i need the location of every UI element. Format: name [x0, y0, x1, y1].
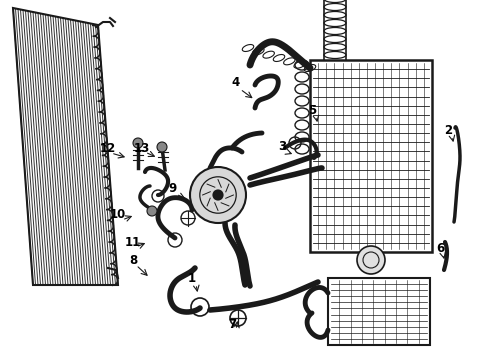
Circle shape [157, 142, 167, 152]
Text: 12: 12 [100, 141, 116, 154]
Text: 7: 7 [228, 319, 236, 332]
Text: 1: 1 [188, 271, 196, 284]
Text: 2: 2 [444, 123, 452, 136]
Text: 11: 11 [125, 235, 141, 248]
Circle shape [357, 246, 385, 274]
Circle shape [147, 206, 157, 216]
Circle shape [133, 138, 143, 148]
Text: 4: 4 [232, 76, 240, 89]
Text: 6: 6 [436, 242, 444, 255]
Text: 5: 5 [308, 104, 316, 117]
Text: 10: 10 [110, 208, 126, 221]
Circle shape [212, 189, 223, 201]
Text: 3: 3 [278, 140, 286, 153]
Text: 8: 8 [129, 253, 137, 266]
Text: 9: 9 [168, 181, 176, 194]
Circle shape [190, 167, 246, 223]
Text: 13: 13 [134, 141, 150, 154]
